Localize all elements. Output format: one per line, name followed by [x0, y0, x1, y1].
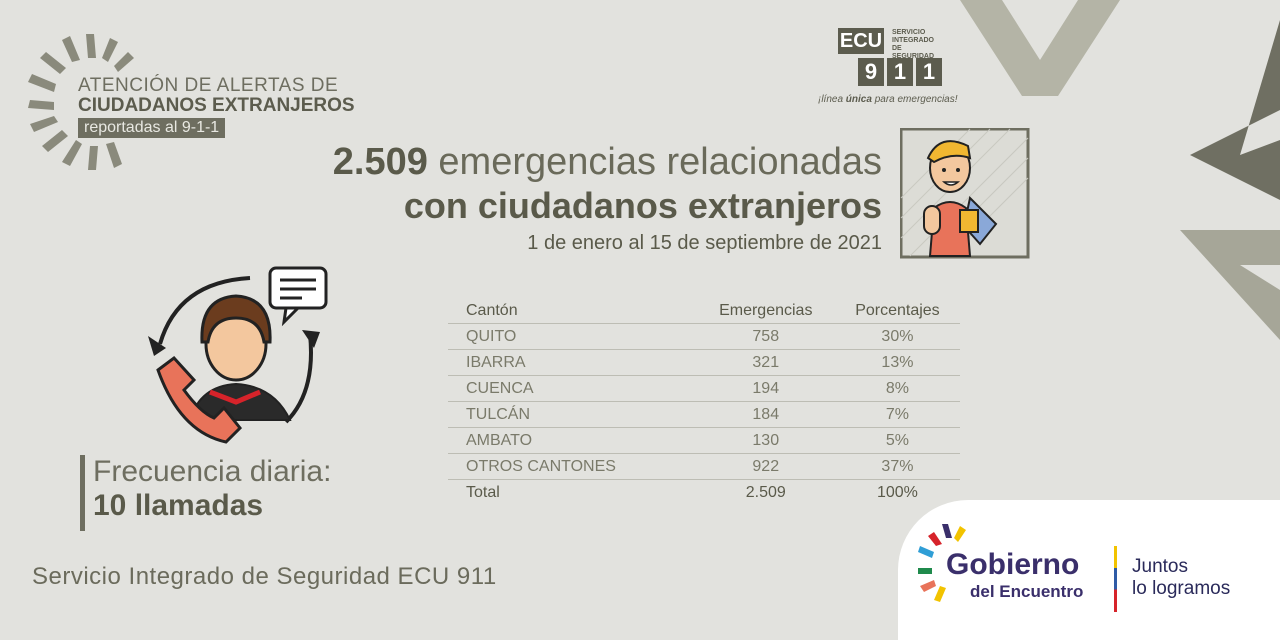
gobierno-sub: del Encuentro: [970, 582, 1084, 601]
decorative-chevrons: [960, 0, 1280, 340]
page-title: ATENCIÓN DE ALERTAS DE CIUDADANOS EXTRAN…: [78, 76, 355, 138]
table-total-row: Total 2.509 100%: [466, 483, 918, 501]
title-line-3: reportadas al 9-1-1: [78, 118, 226, 138]
ecu-digits: 9 1 1: [858, 58, 942, 86]
gobierno-slogan: Juntos lo logramos: [1132, 556, 1231, 599]
table-row: IBARRA 321 13%: [448, 349, 960, 376]
ecu-tagline: SERVICIO INTEGRADO DE SEGURIDAD: [892, 29, 935, 60]
gobierno-divider: [1114, 546, 1117, 612]
table-header-row: Cantón Emergencias Porcentajes: [448, 298, 960, 324]
footer-text: Servicio Integrado de Seguridad ECU 911: [32, 563, 497, 590]
ecu-slogan: ¡línea única para emergencias!: [818, 94, 958, 105]
title-line-1: ATENCIÓN DE ALERTAS DE: [78, 75, 339, 96]
frequency-label: Frecuencia diaria:: [93, 455, 332, 488]
table-row: CUENCA 194 8%: [448, 375, 960, 402]
frequency-value: 10 llamadas: [93, 489, 264, 522]
call-operator-illustration: [148, 266, 328, 444]
table-row: QUITO 758 30%: [448, 323, 960, 350]
emergencies-table: Cantón Emergencias Porcentajes QUITO 758 3…: [448, 298, 960, 505]
emergency-count: 2.509: [332, 141, 428, 183]
headline-line-1: emergencias relacionadas: [427, 141, 882, 183]
table-row: AMBATO 130 5%: [448, 427, 960, 454]
headline-line-2: con ciudadanos extranjeros: [403, 185, 882, 226]
headline-period: 1 de enero al 15 de septiembre de 2021: [527, 232, 882, 254]
gobierno-sunburst-icon: [918, 524, 966, 602]
col-header-emergencias: Emergencias: [696, 298, 835, 324]
col-header-canton: Cantón: [448, 298, 697, 324]
tourist-illustration: [900, 128, 1030, 259]
col-header-porcentajes: Porcentajes: [834, 298, 960, 324]
headline: 2.509 emergencias relacionadas con ciuda…: [333, 140, 882, 258]
daily-frequency: Frecuencia diaria: 10 llamadas: [80, 455, 331, 531]
gobierno-name: Gobierno: [946, 548, 1080, 581]
table-row: OTROS CANTONES 922 37%: [448, 453, 960, 480]
ecu-badge: ECU: [838, 28, 884, 54]
sunburst-icon: [28, 34, 134, 170]
gobierno-logo-panel: [898, 500, 1280, 640]
title-line-2: CIUDADANOS EXTRANJEROS: [78, 95, 355, 116]
table-row: TULCÁN 184 7%: [448, 401, 960, 428]
